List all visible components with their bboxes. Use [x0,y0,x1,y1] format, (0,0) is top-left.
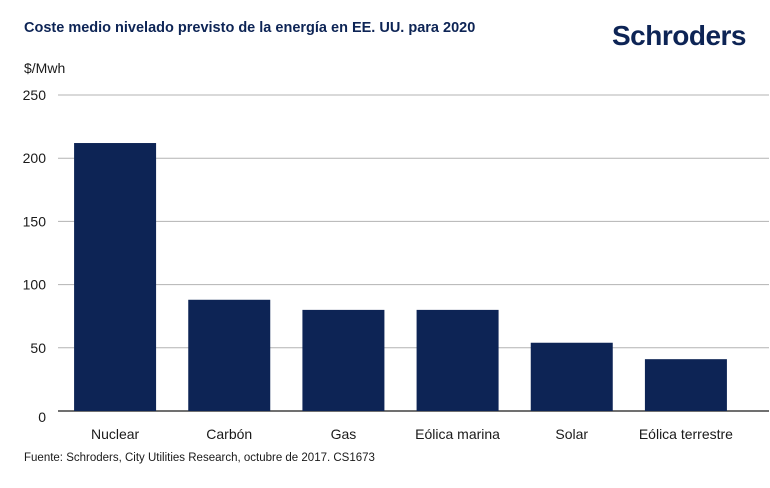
y-tick-labels: 0 50 100 150 200 250 [23,87,47,425]
x-tick-labels: Nuclear Carbón Gas Eólica marina Solar Eólica… [91,426,733,442]
y-axis-label: $/Mwh [24,60,65,76]
y-tick-label: 0 [38,409,46,425]
bar-gas [302,309,385,411]
y-tick-label: 200 [23,150,47,166]
y-tick-label: 250 [23,87,47,103]
chart-title: Coste medio nivelado previsto de la ener… [24,20,476,36]
bar-eólica-terrestre [644,359,727,411]
source-footnote: Fuente: Schroders, City Utilities Resear… [24,452,375,464]
y-tick-label: 100 [23,277,47,293]
x-tick-label: Carbón [206,426,252,442]
x-tick-label: Solar [555,426,588,442]
schroders-logo: Schroders [612,20,747,51]
bar-solar [530,342,613,411]
bar-eólica-marina [416,309,499,411]
y-tick-label: 150 [23,213,47,229]
bars [74,143,727,412]
bar-carbón [188,299,271,411]
x-tick-label: Eólica marina [415,426,500,442]
x-tick-label: Nuclear [91,426,140,442]
bar-nuclear [74,143,157,412]
y-tick-label: 50 [30,340,46,356]
x-tick-label: Gas [331,426,357,442]
x-tick-label: Eólica terrestre [639,426,733,442]
